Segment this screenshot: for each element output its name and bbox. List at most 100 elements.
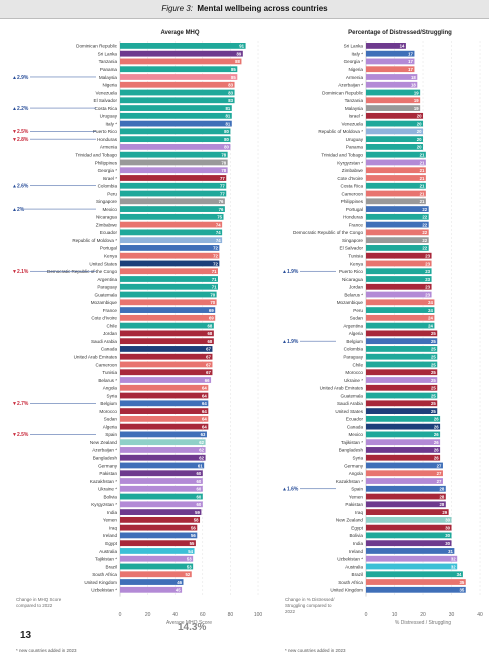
distress-value-label: 27: [437, 463, 442, 468]
mhq-country-label: Cameroon: [96, 362, 118, 367]
mhq-change-label: ▲2.2%: [12, 106, 29, 112]
mhq-country-label: Spain: [105, 432, 117, 437]
distress-country-label: Democratic Republic of the Congo: [293, 230, 363, 235]
mhq-country-label: Uzbekistan *: [91, 588, 117, 593]
distress-bar-trinidad-and-tobago: [366, 151, 426, 158]
distress-bar-argentina: [366, 322, 435, 329]
mhq-bar-saudi-arabia: [120, 338, 214, 345]
mhq-value-label: 62: [199, 456, 204, 461]
mhq-change-label: ▲2.6%: [12, 184, 29, 190]
distress-country-label: Dominican Republic: [322, 90, 364, 95]
distress-tick-label: 30: [449, 612, 455, 618]
distress-bar-zimbabwe: [366, 167, 426, 174]
distress-bar-chile: [366, 361, 438, 368]
distress-bar-new-zealand: [366, 516, 452, 523]
mhq-change-label: ▲2%: [12, 207, 25, 213]
mhq-bar-iraq: [120, 524, 198, 531]
distress-value-label: 31: [448, 549, 453, 554]
mhq-bar-south-africa: [120, 571, 192, 578]
distress-value-label: 22: [422, 238, 427, 243]
distress-bar-syria: [366, 454, 441, 461]
distress-tick-label: 20: [420, 612, 426, 618]
distress-country-label: South Africa: [338, 580, 363, 585]
mhq-country-label: Kenya: [104, 253, 117, 258]
mhq-country-label: Iraq: [109, 525, 117, 530]
distress-country-label: Tajikistan *: [341, 440, 363, 445]
mhq-value-label: 58: [194, 518, 199, 523]
distress-country-label: Ukraine *: [344, 378, 363, 383]
mhq-country-label: Jordan: [103, 331, 117, 336]
mhq-change-label: ▼2.5%: [12, 432, 29, 438]
mhq-country-label: Mexico: [102, 207, 117, 212]
distress-country-label: Uruguay: [346, 137, 364, 142]
distress-bar-kazakhstan: [366, 478, 443, 484]
distress-bar-nicaragua: [366, 276, 432, 282]
mhq-bar-singapore: [120, 198, 225, 205]
mhq-country-label: Morocco: [99, 409, 117, 414]
distress-bar-panama: [366, 144, 423, 150]
mhq-change-label: ▼2.7%: [12, 401, 29, 407]
distress-value-label: 22: [422, 215, 427, 220]
distress-value-label: 17: [408, 51, 413, 56]
mhq-value-label: 68: [208, 331, 213, 336]
mhq-bar-morocco: [120, 408, 209, 414]
distress-country-label: New Zealand: [336, 518, 364, 523]
distress-bar-tajikistan: [366, 439, 441, 446]
distress-bar-paraguay: [366, 353, 438, 360]
mhq-value-label: 85: [231, 75, 236, 80]
distress-country-label: United States: [335, 409, 363, 414]
mhq-value-label: 74: [216, 238, 221, 243]
mhq-country-label: Dominican Republic: [76, 44, 118, 49]
distress-bar-australia: [366, 563, 458, 570]
distress-value-label: 25: [431, 362, 436, 367]
distress-bar-ukraine: [366, 377, 438, 383]
distress-country-label: Bolivia: [349, 533, 363, 538]
distress-country-label: Angola: [349, 471, 364, 476]
mhq-bar-dominican-republic: [120, 43, 246, 49]
mhq-value-label: 69: [209, 316, 214, 321]
mhq-bar-kazakhstan: [120, 478, 203, 484]
distress-tick-label: 10: [392, 612, 398, 618]
mhq-country-label: Puerto Rico: [93, 129, 117, 134]
distress-bar-tanzania: [366, 97, 421, 104]
distress-value-label: 26: [434, 417, 439, 422]
mhq-value-label: 83: [228, 90, 233, 95]
figure-header: Figure 3: Mental wellbeing across countr…: [0, 0, 489, 19]
mhq-value-label: 64: [202, 401, 207, 406]
distress-bar-puerto-rico: [366, 268, 432, 275]
mhq-bar-ecuador: [120, 229, 223, 236]
mhq-country-label: Tajikistan *: [95, 557, 117, 562]
mhq-bar-kenya: [120, 252, 220, 259]
mhq-country-label: Portugal: [100, 246, 117, 251]
distress-country-label: Egypt: [351, 525, 363, 530]
mhq-value-label: 77: [220, 176, 225, 181]
distress-value-label: 20: [417, 114, 422, 119]
distress-value-label: 29: [442, 510, 447, 515]
distress-country-label: Nicaragua: [342, 277, 363, 282]
mhq-value-label: 85: [231, 67, 236, 72]
mhq-bar-puerto-rico: [120, 128, 231, 135]
distress-country-label: Singapore: [342, 238, 363, 243]
distress-country-label: Trinidad and Tobago: [321, 152, 363, 157]
mhq-value-label: 56: [191, 533, 196, 538]
distress-country-label: Mexico: [348, 432, 363, 437]
mhq-value-label: 80: [224, 137, 229, 142]
figure-title-text: Mental wellbeing across countries: [197, 4, 328, 13]
distress-tick-label: 40: [477, 612, 483, 618]
mhq-bar-paraguay: [120, 283, 218, 290]
distress-bar-bangladesh: [366, 447, 441, 453]
mhq-value-label: 78: [221, 168, 226, 173]
distress-country-label: Saudi Arabia: [337, 401, 363, 406]
distress-country-label: Germany: [344, 463, 364, 468]
distress-value-label: 25: [431, 370, 436, 375]
distress-bar-malaysia: [366, 105, 421, 111]
mhq-country-label: Armenia: [100, 145, 118, 150]
mhq-country-label: Nicaragua: [96, 215, 117, 220]
distress-country-label: Ecuador: [346, 417, 364, 422]
distress-bar-mexico: [366, 431, 441, 438]
distress-bar-kenya: [366, 260, 432, 267]
distress-bar-italy: [366, 50, 415, 57]
mhq-value-label: 71: [212, 277, 217, 282]
mhq-bar-united-states: [120, 260, 220, 267]
distress-value-label: 23: [425, 253, 430, 258]
